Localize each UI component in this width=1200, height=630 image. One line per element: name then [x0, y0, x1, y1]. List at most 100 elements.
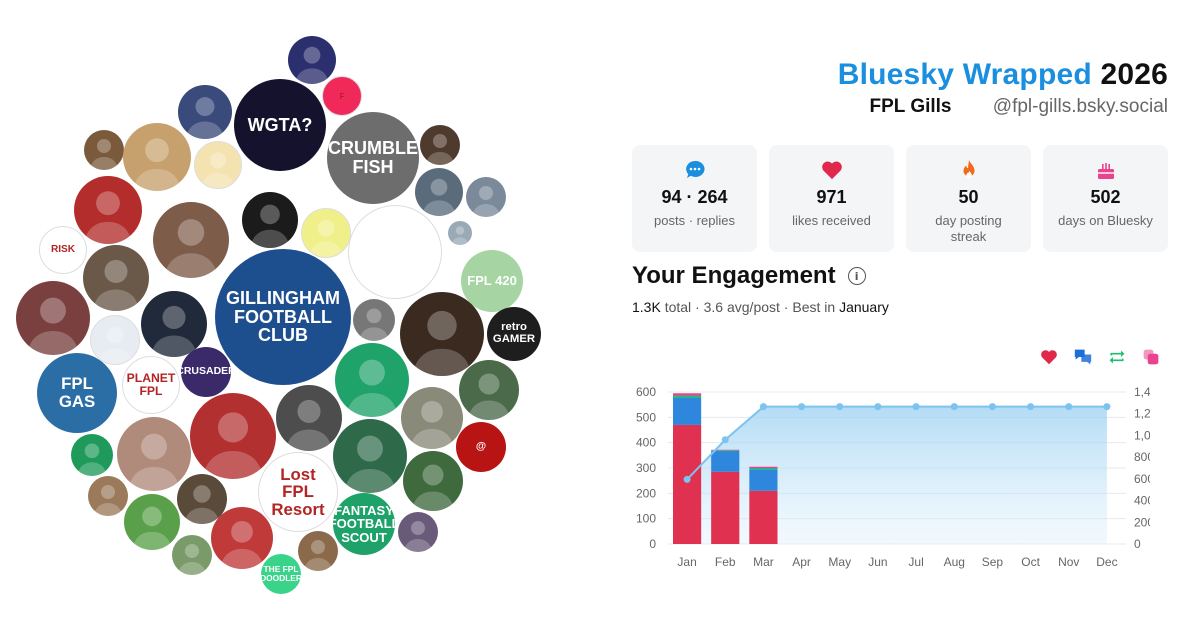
football-icon-avatar[interactable] [348, 205, 442, 299]
man-portrait-avatar[interactable] [415, 168, 463, 216]
robot-avatar[interactable] [288, 36, 336, 84]
y2-tick-label: 200 [1134, 515, 1150, 529]
x-tick-label: Dec [1096, 555, 1117, 569]
man-portrait-avatar[interactable] [400, 292, 484, 376]
planet-fpl-avatar[interactable]: PLANET FPL [122, 356, 180, 414]
flame-icon [906, 159, 1031, 181]
premier-lion-avatar[interactable] [333, 419, 407, 493]
legend-quote-icon[interactable] [1140, 346, 1162, 368]
man-portrait-avatar[interactable] [420, 125, 460, 165]
legend-repost-icon[interactable] [1106, 346, 1128, 368]
man-portrait-avatar[interactable] [16, 281, 90, 355]
man-portrait-avatar[interactable] [177, 474, 227, 524]
bar-segment [749, 469, 778, 491]
engagement-title: Your Engagement i [632, 262, 866, 290]
man-portrait-avatar[interactable] [153, 202, 229, 278]
bar-segment [673, 397, 702, 425]
baby-avatar[interactable] [117, 417, 191, 491]
portrait-silhouette [412, 310, 472, 376]
cartoon-face-avatar[interactable] [301, 208, 351, 258]
couple-avatar[interactable] [398, 512, 438, 552]
avatar-label: THE FPL DOODLER [261, 564, 301, 583]
x-tick-label: Oct [1021, 555, 1040, 569]
portrait-silhouette [344, 435, 396, 493]
legend-heart-icon[interactable] [1038, 346, 1060, 368]
portrait-silhouette [128, 433, 180, 491]
user-handle[interactable]: @fpl-gills.bsky.social [992, 96, 1168, 117]
fpl-doodler-avatar[interactable]: THE FPL DOODLER [261, 554, 301, 594]
portrait-silhouette [27, 297, 79, 355]
man-portrait-avatar[interactable] [172, 535, 212, 575]
hologram-avatar[interactable] [141, 291, 207, 357]
at-sign-avatar[interactable]: @ [456, 422, 506, 472]
man-portrait-avatar[interactable] [298, 531, 338, 571]
cartoon-avatar[interactable] [84, 130, 124, 170]
x-tick-label: Apr [792, 555, 811, 569]
fpl-icon-avatar[interactable] [71, 434, 113, 476]
bar-segment [673, 395, 702, 398]
cumulative-point [836, 403, 844, 411]
portrait-silhouette [422, 178, 456, 216]
y2-tick-label: 600 [1134, 472, 1150, 486]
stat-card-streak: 50 day posting streak [906, 145, 1031, 252]
portrait-silhouette [359, 308, 389, 341]
lego-avatar[interactable] [90, 315, 140, 365]
man-portrait-avatar[interactable] [190, 393, 276, 479]
portrait-silhouette [90, 139, 118, 170]
x-tick-label: May [828, 555, 851, 569]
cumulative-point [721, 436, 729, 444]
man-portrait-avatar[interactable] [403, 451, 463, 511]
y-tick-label: 0 [649, 537, 656, 551]
portrait-silhouette [164, 219, 218, 278]
y-tick-label: 100 [636, 512, 656, 526]
x-tick-label: Jul [908, 555, 923, 569]
chart-legend [1038, 346, 1162, 368]
man-portrait-avatar[interactable] [276, 385, 342, 451]
rocks-avatar[interactable] [401, 387, 463, 449]
pattern-avatar[interactable] [124, 494, 180, 550]
stats-row: 94 · 264 posts · replies 971 likes recei… [632, 145, 1168, 252]
man-portrait-avatar[interactable] [83, 245, 149, 311]
portrait-silhouette [201, 152, 235, 188]
x-tick-label: Nov [1058, 555, 1079, 569]
stat-value: 50 [958, 187, 979, 207]
monkey-avatar[interactable] [123, 123, 191, 191]
portrait-silhouette [133, 138, 181, 191]
f-logo-avatar[interactable]: F [322, 76, 362, 116]
cartoon-boy-avatar[interactable] [194, 141, 242, 189]
cumulative-point [950, 403, 958, 411]
risk-dice-avatar[interactable]: RISK [39, 226, 87, 274]
heart-icon [769, 159, 894, 181]
man-portrait-avatar[interactable] [466, 177, 506, 217]
badge-avatar[interactable] [242, 192, 298, 248]
portrait-silhouette [220, 520, 264, 569]
man-portrait-avatar[interactable] [448, 221, 472, 245]
avatar-label: CRUSADER [181, 365, 231, 378]
stamp-avatar[interactable]: Lost FPL Resort [258, 452, 338, 532]
retro-gamer-avatar[interactable]: retro GAMER [487, 307, 541, 361]
gillingham-crest-avatar[interactable]: GILLINGHAM FOOTBALL CLUB [215, 249, 351, 385]
x-tick-label: Mar [753, 555, 774, 569]
y2-tick-label: 400 [1134, 494, 1150, 508]
cumulative-area [687, 406, 1107, 544]
fpl-420-avatar[interactable]: FPL 420 [461, 250, 523, 312]
man-portrait-avatar[interactable] [211, 507, 273, 569]
fpl-gas-avatar[interactable]: FPL GAS [37, 353, 117, 433]
man-portrait-avatar[interactable] [88, 476, 128, 516]
portrait-silhouette [468, 373, 510, 420]
crumble-fish-avatar[interactable]: CRUMBLE FISH [327, 112, 419, 204]
avatar-label: RISK [50, 243, 76, 255]
man-portrait-avatar[interactable] [74, 176, 142, 244]
legend-reply-bubbles-icon[interactable] [1072, 346, 1094, 368]
x-tick-label: Feb [715, 555, 736, 569]
info-icon[interactable]: i [847, 267, 866, 285]
fantasy-scout-avatar[interactable]: FANTASY FOOTBALL SCOUT [333, 493, 395, 555]
man-portrait-avatar[interactable] [353, 299, 395, 341]
crusader-avatar[interactable]: CRUSADER [181, 347, 231, 397]
portrait-silhouette [132, 506, 172, 550]
dog-avatar[interactable] [459, 360, 519, 420]
man-portrait-avatar[interactable] [178, 85, 232, 139]
wgta-logo-avatar[interactable]: WGTA? [234, 79, 326, 171]
team-lineup-avatar[interactable] [335, 343, 409, 417]
portrait-silhouette [295, 46, 329, 84]
